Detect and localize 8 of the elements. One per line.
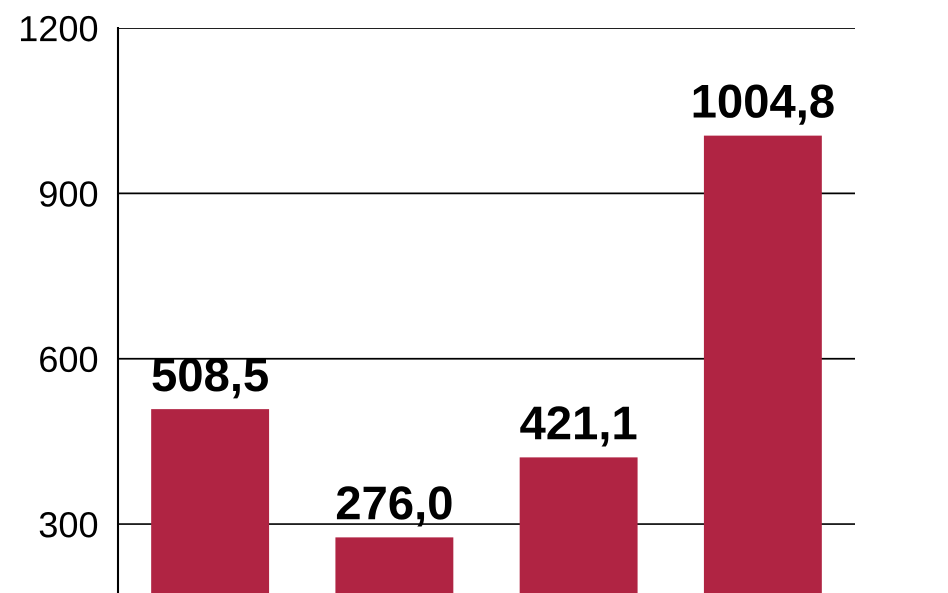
y-tick-label: 300 <box>40 512 98 538</box>
data-label: 421,1 <box>520 406 636 447</box>
y-tick-label: 600 <box>40 346 98 372</box>
y-tick-label: 1200 <box>20 16 98 42</box>
data-label: 508,5 <box>152 358 268 398</box>
y-tick-label: 900 <box>40 181 98 207</box>
data-label: 276,0 <box>336 486 452 527</box>
data-label: 1004,8 <box>694 84 834 125</box>
